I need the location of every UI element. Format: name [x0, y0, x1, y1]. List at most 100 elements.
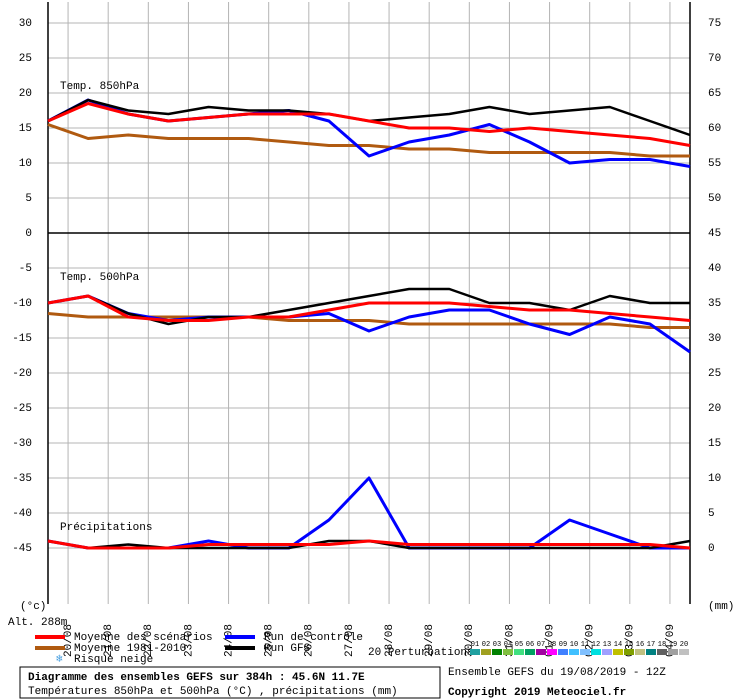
y-tick-label: 30: [19, 18, 32, 30]
y2-tick-label: 20: [708, 403, 721, 415]
y-tick-label: 20: [19, 88, 32, 100]
altitude: Alt. 288m: [8, 617, 68, 629]
x-tick-label: 25/08: [264, 624, 276, 657]
x-tick-label: 01/09: [544, 624, 556, 657]
perturbation-label: 15: [625, 641, 633, 649]
y2-tick-label: 15: [708, 438, 721, 450]
perturbation-swatch: [470, 649, 480, 655]
y-tick-label: -5: [19, 263, 32, 275]
snow-icon: ❄: [56, 654, 63, 666]
perturbation-label: 08: [548, 641, 556, 649]
x-tick-label: 20/08: [63, 624, 75, 657]
perturbation-swatch: [602, 649, 612, 655]
footer-title: Diagramme des ensembles GEFS sur 384h : …: [28, 672, 365, 684]
legend-label: Run de contrôle: [264, 632, 363, 644]
x-tick-label: 21/08: [103, 624, 115, 657]
perturbation-label: 16: [636, 641, 644, 649]
series-line: [47, 539, 691, 550]
perturbation-label: 20: [680, 641, 688, 649]
y-tick-label: 10: [19, 158, 32, 170]
panel-label: Temp. 500hPa: [60, 272, 140, 284]
y2-tick-label: 40: [708, 263, 721, 275]
perturbation-swatch: [558, 649, 568, 655]
x-tick-label: 31/08: [504, 624, 516, 657]
perturbation-label: 13: [603, 641, 611, 649]
y2-tick-label: 25: [708, 368, 721, 380]
legend-label: Moyenne 1981-2010: [74, 643, 186, 655]
perturbations-label: 20 Perturbations: [368, 647, 474, 659]
perturbation-label: 10: [570, 641, 578, 649]
x-tick-label: 23/08: [183, 624, 195, 657]
perturbation-swatch: [679, 649, 689, 655]
perturbation-label: 06: [526, 641, 534, 649]
y-tick-label: 5: [25, 193, 32, 205]
perturbation-label: 19: [669, 641, 677, 649]
perturbation-label: 05: [515, 641, 523, 649]
x-tick-label: 28/08: [384, 624, 396, 657]
y2-tick-label: 5: [708, 508, 715, 520]
panel-label: Temp. 850hPa: [60, 81, 140, 93]
perturbation-label: 12: [592, 641, 600, 649]
x-tick-label: 26/08: [304, 624, 316, 657]
perturbation-swatch: [613, 649, 623, 655]
perturbation-swatch: [525, 649, 535, 655]
x-tick-label: 24/08: [223, 624, 235, 657]
perturbation-label: 04: [504, 641, 512, 649]
y-tick-label: 15: [19, 123, 32, 135]
perturbation-swatch: [668, 649, 678, 655]
perturbation-swatch: [624, 649, 634, 655]
x-tick-label: 29/08: [424, 624, 436, 657]
y2-axis-label: (mm): [708, 601, 734, 613]
footer-subtitle: Températures 850hPa et 500hPa (°C) , pré…: [28, 686, 398, 698]
perturbation-label: 09: [559, 641, 567, 649]
y2-tick-label: 60: [708, 123, 721, 135]
perturbation-swatch: [646, 649, 656, 655]
legend-label: Moyenne des scénarios: [74, 632, 213, 644]
y-tick-label: 0: [25, 228, 32, 240]
perturbation-swatch: [635, 649, 645, 655]
y2-tick-label: 65: [708, 88, 721, 100]
perturbation-swatch: [492, 649, 502, 655]
perturbation-swatch: [657, 649, 667, 655]
y-tick-label: -10: [12, 298, 32, 310]
y-tick-label: -20: [12, 368, 32, 380]
perturbation-label: 03: [493, 641, 501, 649]
y-tick-label: -35: [12, 473, 32, 485]
y2-tick-label: 50: [708, 193, 721, 205]
y-tick-label: -25: [12, 403, 32, 415]
perturbation-label: 11: [581, 641, 589, 649]
series-line: [47, 123, 690, 158]
y2-tick-label: 45: [708, 228, 721, 240]
x-tick-label: 02/09: [585, 624, 597, 657]
x-tick-label: 04/09: [665, 624, 677, 657]
perturbation-swatch: [514, 649, 524, 655]
legend-label: Run GFS: [264, 643, 311, 655]
y-axis-label: (°c): [20, 601, 46, 613]
panel-label: Précipitations: [60, 522, 152, 534]
perturbation-swatch: [536, 649, 546, 655]
y-tick-label: -40: [12, 508, 32, 520]
perturbation-swatch: [580, 649, 590, 655]
run-info: Ensemble GEFS du 19/08/2019 - 12Z: [448, 667, 666, 679]
series-line: [47, 102, 691, 147]
perturbation-label: 02: [482, 641, 490, 649]
x-tick-label: 30/08: [464, 624, 476, 657]
series-line: [47, 294, 691, 322]
x-tick-label: 22/08: [143, 624, 155, 657]
perturbation-swatch: [547, 649, 557, 655]
perturbation-label: 07: [537, 641, 545, 649]
y-tick-label: -30: [12, 438, 32, 450]
y2-tick-label: 55: [708, 158, 721, 170]
perturbation-label: 18: [658, 641, 666, 649]
y2-tick-label: 30: [708, 333, 721, 345]
footer-box: [19, 666, 441, 699]
y-tick-label: -15: [12, 333, 32, 345]
y2-tick-label: 0: [708, 543, 715, 555]
y-tick-label: -45: [12, 543, 32, 555]
perturbation-label: 17: [647, 641, 655, 649]
x-tick-label: 27/08: [344, 624, 356, 657]
x-tick-label: 03/09: [625, 624, 637, 657]
y2-tick-label: 70: [708, 53, 721, 65]
perturbation-label: 01: [471, 641, 479, 649]
